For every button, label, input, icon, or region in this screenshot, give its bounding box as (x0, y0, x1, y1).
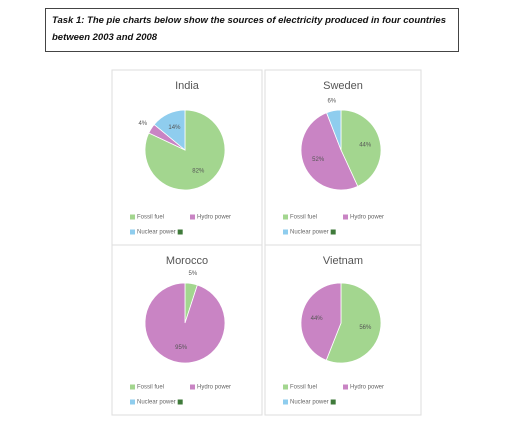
pie-slice (325, 282, 382, 364)
pie-slice (153, 109, 186, 151)
slice-label: 6% (327, 98, 336, 104)
pie-slice (144, 282, 226, 364)
legend-swatch (130, 214, 135, 220)
legend-swatch (330, 229, 336, 235)
panel (264, 244, 422, 416)
chart-title: Vietnam (323, 255, 363, 267)
panel (111, 244, 263, 416)
legend-swatch (130, 229, 135, 235)
slice-label: 4% (138, 121, 147, 127)
legend-swatch (190, 384, 195, 390)
slice-label: 56% (359, 325, 372, 331)
legend-label: Nuclear power (290, 400, 329, 406)
pie-slice (326, 109, 342, 151)
slice-label: 5% (188, 271, 197, 277)
chart-title: India (175, 80, 200, 92)
slice-label: 95% (175, 345, 188, 351)
chart-title: Sweden (323, 80, 363, 92)
legend-label: Nuclear power (137, 400, 176, 406)
slice-label: 82% (192, 169, 205, 175)
legend-label: Fossil fuel (290, 385, 317, 391)
legend-swatch (343, 384, 348, 390)
task-header: Task 1: The pie charts below show the so… (45, 8, 459, 52)
legend-swatch (190, 214, 195, 220)
legend-swatch (283, 384, 288, 390)
legend-swatch (177, 229, 183, 235)
legend-swatch (343, 214, 348, 220)
legend-swatch (283, 214, 288, 220)
pie-slice (340, 109, 382, 187)
legend-swatch (330, 399, 336, 405)
chart-title: Morocco (166, 255, 208, 267)
legend-swatch (283, 229, 288, 235)
slice-label: 44% (359, 142, 372, 148)
legend-swatch (130, 399, 135, 405)
legend-label: Nuclear power (137, 230, 176, 236)
legend-label: Hydro power (197, 385, 231, 391)
legend-label: Nuclear power (290, 230, 329, 236)
legend-label: Hydro power (197, 215, 231, 221)
legend-label: Hydro power (350, 385, 384, 391)
legend-label: Hydro power (350, 215, 384, 221)
legend-label: Fossil fuel (137, 215, 164, 221)
legend-swatch (130, 384, 135, 390)
legend-swatch (177, 399, 183, 405)
slice-label: 52% (312, 157, 325, 163)
legend-label: Fossil fuel (137, 385, 164, 391)
slice-label: 14% (168, 125, 181, 131)
legend-label: Fossil fuel (290, 215, 317, 221)
pie-slice (300, 282, 342, 361)
legend-swatch (283, 399, 288, 405)
slice-label: 44% (311, 316, 324, 322)
pie-slice (300, 112, 359, 191)
